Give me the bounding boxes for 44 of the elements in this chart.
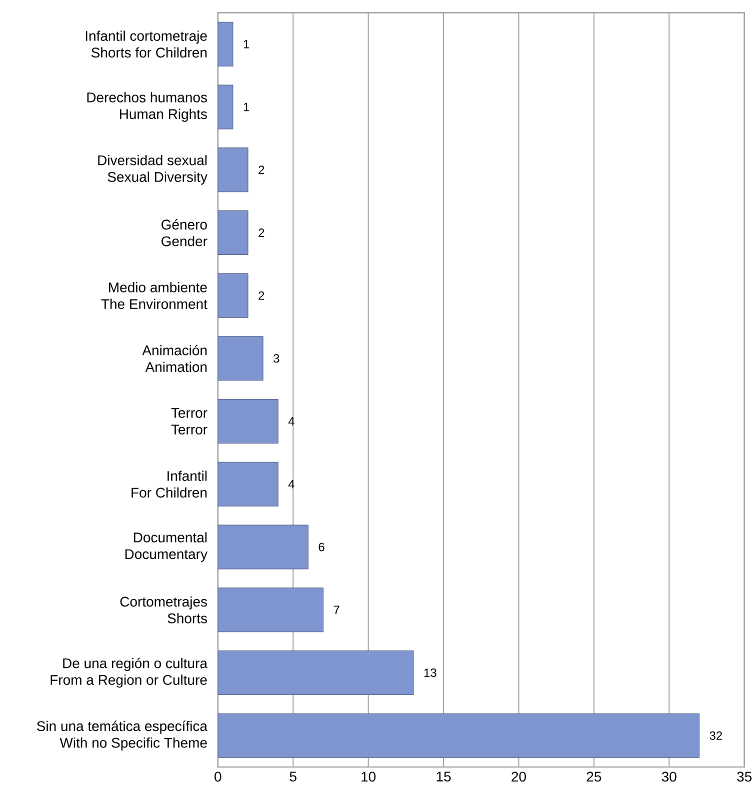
x-tick-label: 5: [290, 772, 297, 782]
y-tick-label: Terror Terror: [171, 408, 208, 434]
data-label: 2: [258, 291, 264, 300]
y-tick-label: Cortometrajes Shorts: [120, 596, 208, 624]
y-tick-label: Infantil cortometraje Shorts for Children: [86, 30, 208, 58]
data-label: 1: [244, 40, 250, 48]
y-tick-label: Documental Documentary: [126, 532, 208, 562]
y-tick-label: De una región o cultura From a Region or Culture: [50, 658, 208, 688]
data-label: 2: [258, 228, 264, 237]
bar: [218, 650, 414, 695]
bar: [218, 148, 248, 192]
y-tick-label: Sin una temática específica With no Specific Theme: [37, 720, 208, 751]
data-label: 1: [244, 102, 250, 112]
y-tick-label: Animación Animation: [142, 344, 207, 372]
data-label: 13: [424, 668, 436, 677]
data-label: 6: [318, 542, 324, 552]
x-tick-label: 30: [662, 772, 677, 782]
bar: [218, 524, 309, 570]
bar: [218, 399, 278, 444]
data-label: 4: [288, 480, 295, 488]
y-tick-label: Derechos humanos Human Rights: [87, 92, 208, 122]
bar: [218, 273, 248, 318]
x-tick-label: 0: [214, 772, 222, 782]
y-tick-label: Medio ambiente The Environment: [101, 282, 208, 310]
data-label: 4: [288, 417, 295, 426]
bar: [218, 462, 278, 506]
y-tick-label: Infantil For Children: [132, 470, 207, 498]
bar: [218, 713, 700, 758]
data-label: 32: [710, 731, 722, 740]
x-tick-label: 15: [436, 772, 451, 782]
bar: [218, 588, 324, 632]
data-label: 7: [334, 606, 340, 614]
data-label: 2: [258, 166, 264, 174]
bar: [218, 22, 234, 66]
y-tick-label: Género Gender: [162, 219, 208, 246]
x-tick-label: 20: [512, 772, 526, 782]
bar: [218, 336, 264, 381]
bar: [218, 84, 234, 130]
x-tick-label: 35: [737, 772, 752, 782]
y-tick-label: Diversidad sexual Sexual Diversity: [98, 154, 208, 185]
x-tick-label: 25: [587, 772, 602, 782]
bar: [218, 210, 248, 255]
data-label: 3: [274, 354, 280, 363]
x-tick-label: 10: [362, 772, 376, 782]
